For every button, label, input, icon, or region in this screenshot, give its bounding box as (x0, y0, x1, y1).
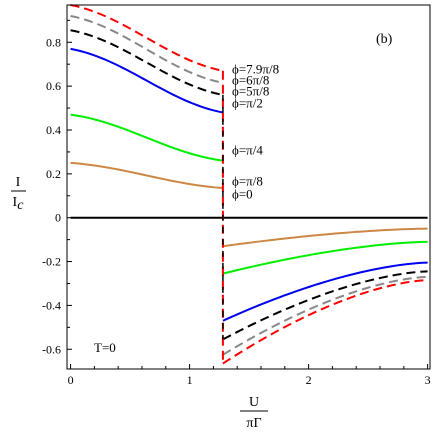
y-tick-label: -0.2 (42, 255, 61, 269)
x-tick-label: 2 (306, 373, 312, 387)
axis-ticks: 0 1 2 3 -0.6 -0.4 -0.2 0 0.2 0.4 0.6 0.8 (42, 19, 431, 387)
y-axis-label-denominator-base: I (13, 195, 18, 210)
series-right-branch (222, 240, 428, 275)
series-label: ϕ=0 (232, 187, 253, 202)
panel-label: (b) (376, 32, 393, 47)
x-tick-label: 1 (187, 373, 193, 387)
series-label: ϕ=π/8 (232, 173, 263, 188)
series-left-branch (70, 47, 224, 114)
series-right-branch (222, 275, 428, 356)
y-axis-label: I Ic (11, 175, 26, 213)
series-right-branch (222, 261, 428, 322)
y-axis-label-denominator: Ic (13, 195, 25, 213)
y-tick-label: 0.8 (46, 35, 61, 49)
series-left-branch (70, 29, 224, 96)
y-tick-label: 0 (55, 211, 61, 225)
series-left-branch (70, 4, 224, 72)
series-left-branch (70, 113, 224, 162)
series-left-branch (70, 161, 223, 190)
series-right-branch (222, 270, 428, 341)
x-tick-label: 3 (425, 373, 431, 387)
series-label: ϕ=6π/8 (232, 73, 269, 88)
series-right-branch (222, 227, 428, 248)
series-label: ϕ=π/4 (232, 143, 263, 158)
plot-frame (66, 4, 431, 370)
y-tick-label: 0.6 (46, 79, 61, 93)
series-label: ϕ=7.9π/8 (232, 62, 279, 77)
series-label: ϕ=π/2 (232, 96, 263, 111)
x-axis-label-denominator: πΓ (246, 416, 261, 431)
y-tick-label: 0.4 (46, 123, 61, 137)
temperature-annotation: T=0 (94, 340, 116, 355)
x-axis-label-numerator: U (249, 395, 259, 410)
x-axis-label: U πΓ (240, 395, 268, 431)
y-tick-label: -0.4 (42, 298, 61, 312)
series-curves (70, 4, 428, 365)
series-right-branch (222, 279, 428, 365)
series-label: ϕ=5π/8 (232, 84, 269, 99)
y-axis-label-denominator-sub: c (17, 198, 24, 213)
series-labels: ϕ=7.9π/8ϕ=6π/8ϕ=5π/8ϕ=π/2 ϕ=π/4 ϕ=π/8ϕ=0 (232, 62, 279, 202)
y-tick-label: 0.2 (46, 167, 61, 181)
series-left-branch (70, 14, 224, 84)
y-tick-label: -0.6 (42, 342, 61, 356)
x-tick-label: 0 (68, 373, 74, 387)
y-axis-label-numerator: I (16, 175, 21, 190)
